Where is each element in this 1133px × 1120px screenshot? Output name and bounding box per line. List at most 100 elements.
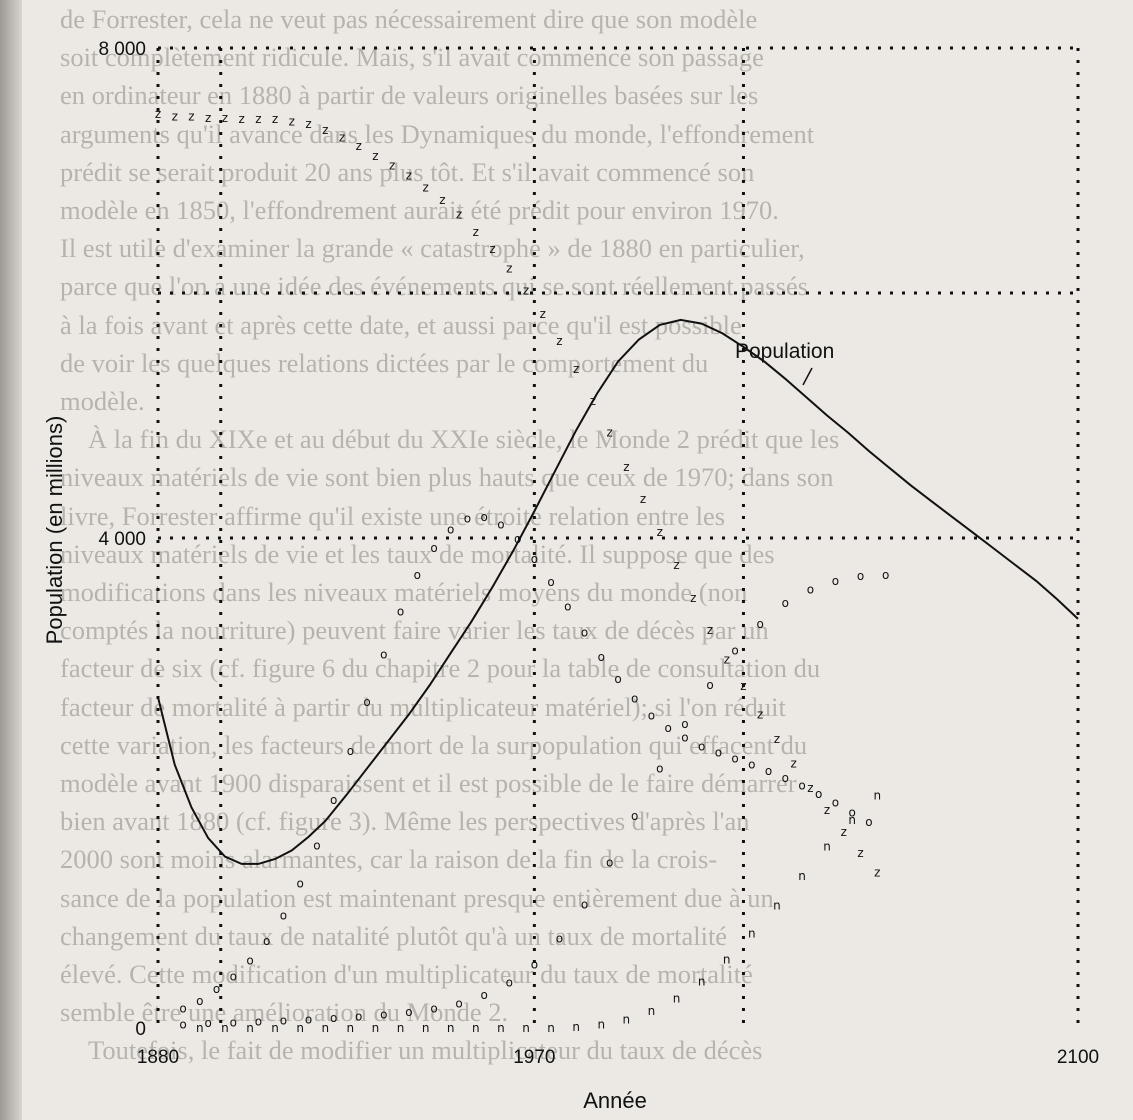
- background-text-line: niveaux matériels de vie sont bien plus …: [60, 462, 834, 493]
- series-2-point: o: [297, 876, 304, 890]
- series-2-point: o: [815, 787, 822, 801]
- series-2-point: o: [497, 518, 504, 532]
- series-2-point: o: [380, 647, 387, 661]
- series-4-point: n: [221, 1021, 229, 1035]
- series-2-point: o: [748, 758, 755, 772]
- series-1-point: z: [238, 112, 244, 126]
- series-3-point: o: [807, 582, 814, 596]
- series-4-point: n: [522, 1021, 530, 1035]
- series-1-point: z: [623, 460, 629, 474]
- series-1-point: z: [841, 825, 847, 839]
- series-3-point: o: [481, 988, 488, 1002]
- y-tick-label: 0: [135, 1019, 146, 1040]
- series-1-point: z: [556, 334, 562, 348]
- series-2-point: o: [481, 510, 488, 524]
- series-4-point: n: [597, 1017, 605, 1031]
- series-1-point: z: [389, 159, 395, 173]
- series-4-point: n: [723, 952, 731, 966]
- series-1-point: z: [489, 242, 495, 256]
- background-text-line: en ordinateur en 1880 à partir de valeur…: [60, 80, 759, 111]
- series-2-point: o: [698, 739, 705, 753]
- series-2-point: o: [765, 764, 772, 778]
- series-1-point: z: [456, 208, 462, 222]
- series-1-point: z: [339, 130, 345, 144]
- series-1-point: z: [473, 225, 479, 239]
- background-text-line: cette variation, les facteurs de mort de…: [60, 729, 808, 760]
- series-4-point: n: [648, 1004, 656, 1018]
- series-4-point: n: [372, 1021, 380, 1035]
- x-axis-label: Année: [583, 1088, 647, 1113]
- series-2-point: o: [614, 672, 621, 686]
- series-4-point: n: [497, 1021, 505, 1035]
- series-1-point: z: [757, 707, 763, 721]
- series-4-point: n: [321, 1021, 329, 1035]
- background-text-line: livre, Forrester affirme qu'il existe un…: [60, 500, 726, 531]
- series-3-point: o: [355, 1009, 362, 1023]
- series-2-point: o: [230, 970, 237, 984]
- background-text-line: de Forrester, cela ne veut pas nécessair…: [60, 4, 758, 34]
- series-1-point: z: [807, 781, 813, 795]
- background-text-line: modèle.: [60, 386, 145, 417]
- series-1-point: z: [523, 284, 529, 298]
- series-2-point: o: [330, 793, 337, 807]
- series-1-point: z: [222, 111, 228, 125]
- series-3-point: o: [255, 1014, 262, 1028]
- series-1-point: z: [322, 123, 328, 137]
- series-3-point: o: [731, 644, 738, 658]
- background-text-line: changement du taux de natalité plutôt qu…: [60, 920, 728, 951]
- series-1-point: z: [540, 307, 546, 321]
- series-1-point: z: [857, 846, 863, 860]
- x-tick-label: 2100: [1057, 1047, 1099, 1068]
- series-3-point: o: [757, 617, 764, 631]
- series-1-point: z: [657, 525, 663, 539]
- series-1-point: z: [874, 865, 880, 879]
- series-4-point: n: [422, 1021, 430, 1035]
- series-2-point: o: [347, 744, 354, 758]
- series-1-point: z: [740, 679, 746, 693]
- series-2-point: o: [782, 771, 789, 785]
- series-2-point: o: [213, 982, 220, 996]
- background-text-line: parce que l'on a une idée des événements…: [60, 271, 808, 302]
- x-tick-label: 1880: [137, 1047, 179, 1068]
- y-tick-label: 8 000: [98, 39, 146, 60]
- series-4-point: n: [196, 1021, 204, 1035]
- series-2-point: o: [263, 934, 270, 948]
- series-3-point: o: [330, 1011, 337, 1025]
- y-axis-label: Population (en millions): [42, 416, 67, 645]
- series-1-point: z: [272, 112, 278, 126]
- series-4-point: n: [748, 927, 756, 941]
- series-4-point: n: [296, 1021, 304, 1035]
- series-3-point: o: [832, 574, 839, 588]
- series-4-point: n: [472, 1021, 480, 1035]
- series-1-point: z: [774, 732, 780, 746]
- series-3-point: o: [179, 1017, 186, 1031]
- series-1-point: z: [305, 117, 311, 131]
- background-text-line: niveaux matériels de vie et les taux de …: [60, 538, 775, 569]
- series-3-point: o: [305, 1012, 312, 1026]
- series-3-point: o: [380, 1008, 387, 1022]
- series-2-point: o: [313, 838, 320, 852]
- series-4-point: n: [572, 1020, 580, 1034]
- series-3-point: o: [205, 1016, 212, 1030]
- series-1-point: z: [690, 591, 696, 605]
- axis-ticks: 0 4 000 8 000 1880 1970 2100: [98, 39, 1099, 1068]
- series-4-point: n: [271, 1021, 279, 1035]
- chart-marks: z z z z z z z z z z zzzzzzzzzzzzzzzzzzzzzzzzzzzzzz…: [155, 107, 889, 1035]
- series-4-point: n: [798, 869, 806, 883]
- series-1-point: z: [372, 149, 378, 163]
- series-2-point: o: [464, 511, 471, 525]
- series-1-point: z: [640, 492, 646, 506]
- series-3-point: o: [455, 997, 462, 1011]
- page-gutter-shadow: [0, 0, 22, 1120]
- background-text-line: de voir les quelques relations dictées p…: [60, 347, 709, 378]
- series-2-point: o: [715, 745, 722, 759]
- series-2-point: o: [246, 954, 253, 968]
- series-2-point: o: [731, 752, 738, 766]
- background-text-line: modèle en 1850, l'effondrement aurait ét…: [60, 195, 779, 226]
- series-4-point: n: [547, 1021, 555, 1035]
- series-3-point: o: [681, 717, 688, 731]
- background-text-line: Toutefois, le fait de modifier un multip…: [88, 1035, 763, 1066]
- series-1-point: z: [155, 107, 161, 121]
- background-text-line: arguments qu'il avance dans les Dynamiqu…: [60, 118, 815, 149]
